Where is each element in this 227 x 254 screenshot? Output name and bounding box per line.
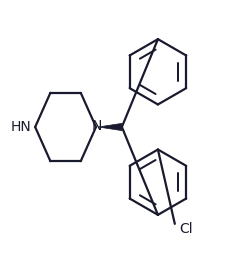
Text: N: N xyxy=(91,119,101,133)
Polygon shape xyxy=(98,123,121,131)
Text: Cl: Cl xyxy=(178,223,192,236)
Text: HN: HN xyxy=(10,120,31,134)
